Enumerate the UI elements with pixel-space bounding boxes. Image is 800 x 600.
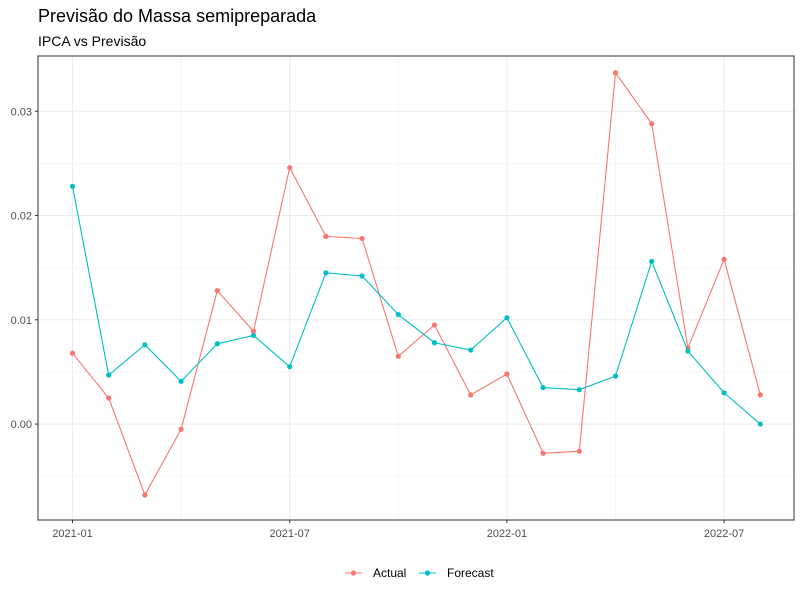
data-point-forecast [214,341,220,347]
legend-label-actual: Actual [373,566,406,580]
data-point-actual [106,395,112,401]
plot-border [37,55,795,521]
minor-gridlines [38,56,794,520]
data-point-actual [178,426,184,432]
data-point-actual [757,392,763,398]
data-point-forecast [287,364,293,370]
data-point-forecast [649,258,655,265]
legend-label-forecast: Forecast [447,566,494,580]
data-point-actual [649,121,655,127]
data-point-actual [395,353,401,359]
data-point-actual [142,492,148,498]
chart-title: Previsão do Massa semipreparada [38,6,317,26]
y-tick-label: 0.01 [11,315,32,327]
x-tick-label: 2022-01 [487,528,527,540]
y-tick-label: 0.00 [11,419,32,431]
x-tick-label: 2021-01 [52,528,92,540]
data-point-actual [576,448,582,454]
major-gridlines [38,56,794,520]
data-point-actual [214,288,220,294]
data-point-actual [431,322,438,328]
data-point-actual [612,70,619,76]
data-point-forecast [250,332,257,339]
series-line-actual [72,71,761,497]
data-point-forecast [178,378,184,384]
data-point-forecast [468,347,474,353]
data-point-forecast [431,340,438,346]
data-point-actual [287,164,293,171]
series-layer [69,70,763,498]
data-point-actual [504,371,510,377]
chart-subtitle: IPCA vs Previsão [38,33,147,49]
data-point-forecast [395,311,401,318]
legend-key-marker-actual [350,570,357,576]
legend: Actual Forecast [345,566,494,580]
data-point-forecast [612,373,619,379]
y-tick-label: 0.02 [11,211,32,223]
data-point-forecast [323,270,329,276]
data-point-forecast [540,384,546,391]
y-tick-label: 0.03 [11,106,32,118]
data-point-forecast [685,348,691,354]
plot-background [38,56,794,520]
x-tick-label: 2022-07 [704,528,744,540]
data-point-forecast [359,273,365,279]
data-point-actual [250,328,257,334]
data-point-forecast [757,421,763,427]
data-point-actual [721,256,727,262]
data-point-forecast [142,342,148,348]
data-point-actual [69,350,76,356]
data-point-actual [359,235,365,242]
data-point-actual [540,450,546,456]
data-point-actual [468,392,474,398]
legend-key-marker-forecast [424,570,431,576]
data-point-forecast [106,372,112,378]
x-tick-label: 2021-07 [270,528,310,540]
data-point-forecast [721,390,727,396]
data-point-actual [323,233,329,239]
axis-layer: 0.00 0.01 0.02 0.03 2021-01 2021-07 2022-01 202… [11,106,745,540]
data-point-forecast [69,183,76,189]
series-line-forecast [71,186,761,425]
data-point-forecast [504,315,510,321]
data-point-forecast [576,387,582,393]
